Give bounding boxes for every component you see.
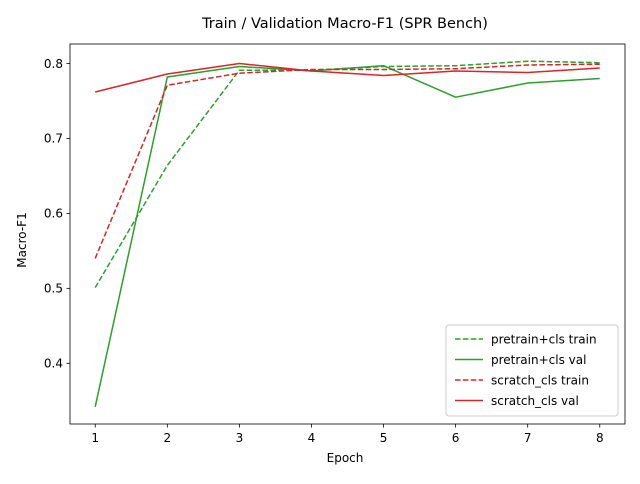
- x-tick-label: 8: [596, 431, 604, 445]
- x-tick-label: 2: [163, 431, 171, 445]
- legend-label: pretrain+cls val: [491, 353, 586, 367]
- series-line-1: [94, 60, 600, 288]
- legend-label: scratch_cls train: [491, 373, 589, 387]
- x-tick-label: 4: [308, 431, 316, 445]
- series-line-3: [94, 63, 600, 259]
- legend-label: scratch_cls val: [491, 394, 579, 408]
- plot-area: [94, 60, 600, 407]
- x-tick-label: 6: [452, 431, 460, 445]
- y-tick-label: 0.4: [44, 357, 63, 371]
- x-tick-label: 7: [524, 431, 532, 445]
- y-tick-label: 0.8: [44, 57, 63, 71]
- x-axis-label: Epoch: [327, 451, 364, 465]
- legend-label: pretrain+cls train: [491, 332, 597, 346]
- x-tick-label: 5: [380, 431, 388, 445]
- legend: pretrain+cls train pretrain+cls val scratc…: [445, 324, 619, 417]
- y-tick-label: 0.5: [44, 282, 63, 296]
- axes: 1 2 3 4 5 6 7 8 0.4 0.5 0.6 0.7 0.8: [44, 43, 626, 445]
- axes-frame: [69, 43, 626, 425]
- y-axis-label: Macro-F1: [15, 212, 29, 267]
- y-tick-label: 0.6: [44, 207, 63, 221]
- y-tick-label: 0.7: [44, 132, 63, 146]
- series-line-2: [94, 64, 600, 407]
- chart-title: Train / Validation Macro-F1 (SPR Bench): [201, 16, 488, 32]
- legend-box: [445, 324, 619, 417]
- series-line-4: [95, 62, 600, 93]
- x-tick-label: 3: [236, 431, 244, 445]
- x-tick-label: 1: [91, 431, 99, 445]
